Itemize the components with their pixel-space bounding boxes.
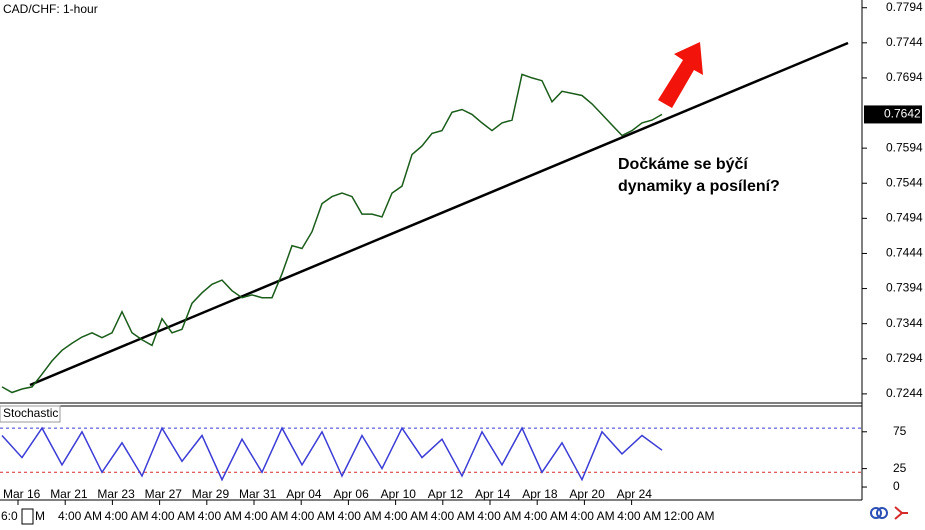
arrow — [658, 42, 703, 108]
x-tick-label: Apr 20 — [569, 487, 605, 501]
trend-line — [29, 41, 849, 387]
x-tick-label: Apr 18 — [522, 487, 558, 501]
y-tick-label: 75 — [893, 424, 907, 438]
price-marker — [864, 105, 922, 124]
annotation: dynamiky a posílení? — [618, 178, 780, 195]
x-tick-label: 4:00 AM — [431, 509, 475, 523]
y-tick-label: 0.7394 — [886, 281, 923, 295]
price-label: 0.7642 — [884, 107, 921, 121]
panel-title: Stochastic — [3, 406, 58, 420]
x-tick-label: 4:00 AM — [338, 509, 382, 523]
x-tick-label: Mar 16 — [3, 487, 41, 501]
x-tick-label: 4:00 AM — [244, 509, 288, 523]
toolbar-icons[interactable] — [870, 506, 908, 520]
y-tick-label: 0.7344 — [886, 316, 923, 330]
x-tick-label: Apr 14 — [475, 487, 511, 501]
x-tick-label: Apr 04 — [286, 487, 322, 501]
price-line — [1, 73, 663, 394]
x-tick-label: 4:00 AM — [384, 509, 428, 523]
x-tick-label: Apr 24 — [617, 487, 653, 501]
x-tick-label: Mar 29 — [192, 487, 230, 501]
x-tick-label: 4:00 AM — [524, 509, 568, 523]
x-tick-label: 4:00 AM — [198, 509, 242, 523]
x-tick-label: Mar 27 — [145, 487, 183, 501]
title-bg — [0, 0, 128, 20]
x-tick-label: Mar 21 — [50, 487, 88, 501]
y-tick-label: 0.7294 — [886, 351, 923, 365]
y-tick-label: 0.7794 — [886, 0, 923, 14]
y-tick-label: 0.7744 — [886, 35, 923, 49]
title-bg — [0, 405, 61, 423]
x-tick-label: Mar 23 — [97, 487, 135, 501]
annotation: Dočkáme se býčí — [618, 156, 748, 173]
y-tick-label: 0.7444 — [886, 246, 923, 260]
price-line — [1, 426, 663, 482]
y-tick-label: 0.7544 — [886, 175, 923, 189]
y-tick-label: 0.7244 — [886, 386, 923, 400]
scroll-box — [21, 508, 34, 525]
x-tick-label: M — [35, 509, 45, 523]
x-tick-label: 6:0 — [1, 509, 18, 523]
x-tick-label: 4:00 AM — [151, 509, 195, 523]
x-tick-label: 4:00 AM — [58, 509, 102, 523]
x-tick-label: Apr 10 — [381, 487, 417, 501]
y-tick-label: 0.7594 — [886, 140, 923, 154]
y-tick-label: 0.7694 — [886, 70, 923, 84]
x-tick-label: Apr 06 — [333, 487, 369, 501]
x-tick-label: 4:00 AM — [571, 509, 615, 523]
x-tick-label: 4:00 AM — [617, 509, 661, 523]
y-tick-label: 25 — [893, 461, 907, 475]
chart-title: CAD/CHF: 1-hour — [3, 2, 98, 16]
x-tick-label: 4:00 AM — [477, 509, 521, 523]
x-tick-label: Mar 31 — [239, 487, 277, 501]
y-tick-label: 0.7494 — [886, 211, 923, 225]
x-tick-label: 4:00 AM — [291, 509, 335, 523]
x-tick-label: Apr 12 — [428, 487, 464, 501]
y-tick-label: 0 — [893, 479, 900, 493]
x-tick-label: 4:00 AM — [105, 509, 149, 523]
x-tick-label: 12:00 AM — [664, 509, 715, 523]
